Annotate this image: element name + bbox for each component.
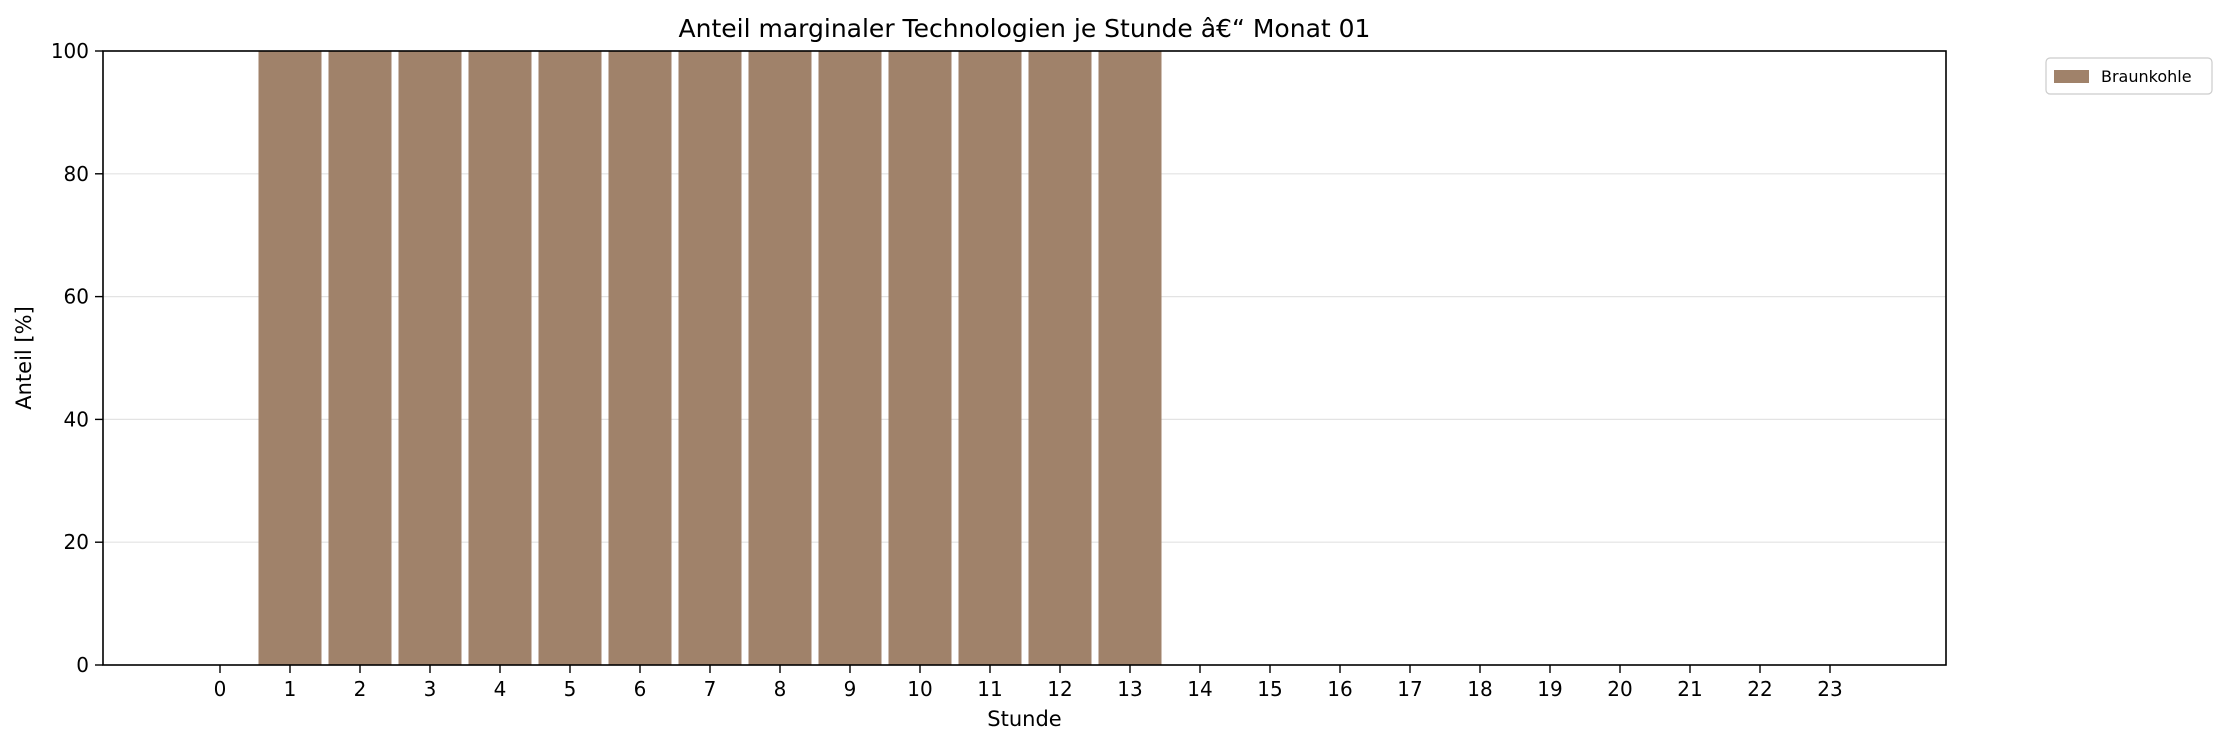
legend-box bbox=[2045, 57, 2213, 95]
y-axis: 0 20 40 60 80 100 bbox=[51, 39, 103, 677]
x-tick-label: 1 bbox=[284, 677, 297, 701]
bar bbox=[1098, 51, 1162, 665]
x-tick-label: 2 bbox=[354, 677, 367, 701]
bar bbox=[888, 51, 952, 665]
x-tick-label: 6 bbox=[634, 677, 647, 701]
bars bbox=[258, 51, 1162, 665]
x-tick-label: 20 bbox=[1607, 677, 1632, 701]
bar bbox=[958, 51, 1022, 665]
bar bbox=[398, 51, 462, 665]
y-tick-label: 100 bbox=[51, 39, 89, 63]
y-axis-label: Anteil [%] bbox=[12, 306, 36, 410]
bar bbox=[818, 51, 882, 665]
x-tick-label: 17 bbox=[1397, 677, 1422, 701]
x-tick-label: 0 bbox=[214, 677, 227, 701]
x-tick-label: 15 bbox=[1257, 677, 1282, 701]
x-tick-label: 13 bbox=[1117, 677, 1142, 701]
bar bbox=[748, 51, 812, 665]
bar bbox=[468, 51, 532, 665]
x-axis: 0 1 2 3 4 5 6 7 8 9 10 11 12 13 14 15 16 17 18 19 20 21 22 23 bbox=[214, 665, 1843, 701]
x-tick-label: 10 bbox=[907, 677, 932, 701]
x-tick-label: 3 bbox=[424, 677, 437, 701]
x-tick-label: 21 bbox=[1677, 677, 1702, 701]
x-tick-label: 9 bbox=[844, 677, 857, 701]
y-tick-label: 0 bbox=[76, 653, 89, 677]
y-tick-label: 40 bbox=[64, 407, 89, 431]
x-tick-label: 16 bbox=[1327, 677, 1352, 701]
y-tick-label: 20 bbox=[64, 530, 89, 554]
bar bbox=[258, 51, 322, 665]
x-tick-label: 22 bbox=[1747, 677, 1772, 701]
legend-label: Braunkohle bbox=[2101, 67, 2192, 86]
legend-swatch bbox=[2054, 70, 2089, 83]
x-tick-label: 14 bbox=[1187, 677, 1212, 701]
x-tick-label: 5 bbox=[564, 677, 577, 701]
bar bbox=[328, 51, 392, 665]
bar bbox=[678, 51, 742, 665]
x-tick-label: 4 bbox=[494, 677, 507, 701]
x-axis-label: Stunde bbox=[987, 707, 1061, 731]
x-tick-label: 23 bbox=[1817, 677, 1842, 701]
bar bbox=[608, 51, 672, 665]
plot-frame bbox=[102, 50, 1947, 666]
x-tick-label: 19 bbox=[1537, 677, 1562, 701]
legend: Braunkohle bbox=[2045, 57, 2213, 95]
x-tick-label: 8 bbox=[774, 677, 787, 701]
y-tick-label: 80 bbox=[64, 162, 89, 186]
chart-title: Anteil marginaler Technologien je Stunde… bbox=[679, 14, 1371, 43]
x-tick-label: 12 bbox=[1047, 677, 1072, 701]
bar bbox=[538, 51, 602, 665]
x-tick-label: 11 bbox=[977, 677, 1002, 701]
x-tick-label: 18 bbox=[1467, 677, 1492, 701]
x-tick-label: 7 bbox=[704, 677, 717, 701]
y-tick-label: 60 bbox=[64, 285, 89, 309]
bar bbox=[1028, 51, 1092, 665]
